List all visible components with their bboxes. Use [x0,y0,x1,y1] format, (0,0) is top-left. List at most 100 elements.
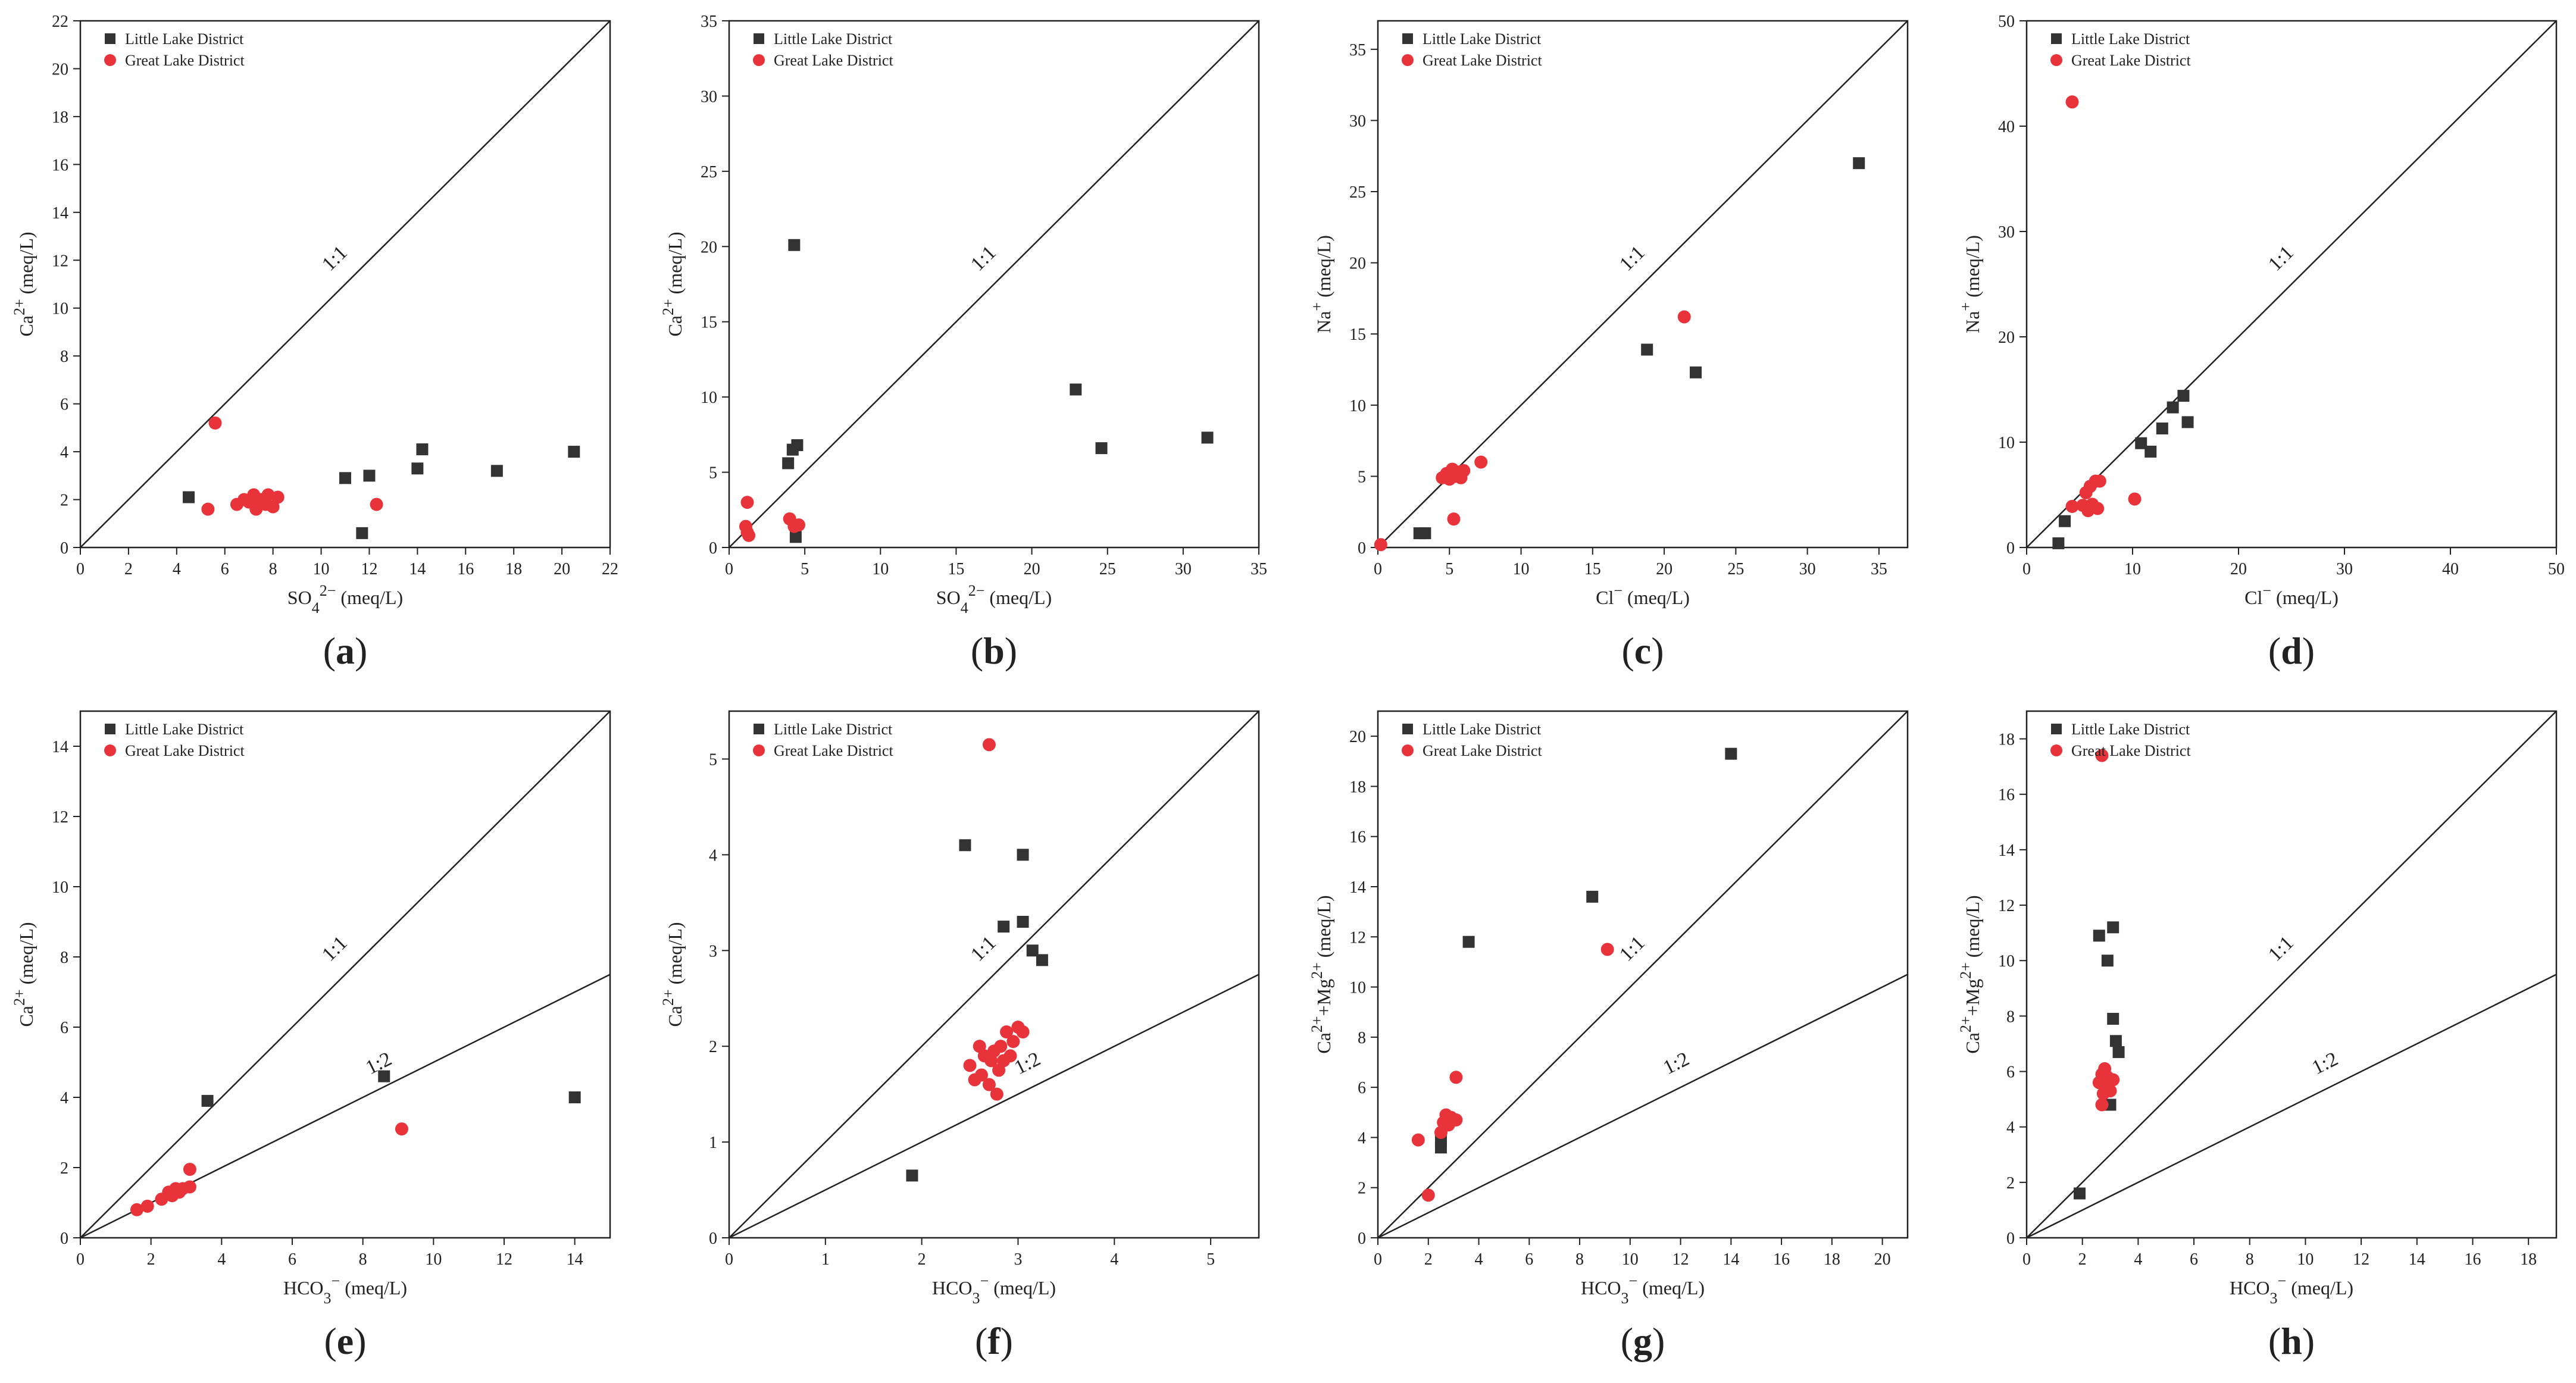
data-point-great-lake [208,416,222,430]
y-tick-label: 35 [701,12,717,31]
data-point-little-lake [782,457,795,470]
x-tick-label: 20 [1656,560,1672,578]
legend-label-great: Great Lake District [125,742,245,759]
ratio-line-1-2 [2027,974,2556,1238]
data-point-great-lake [963,1059,977,1072]
legend-label-little: Little Lake District [2071,721,2190,738]
data-point-little-lake [998,921,1010,933]
y-tick-label: 4 [60,1089,68,1107]
x-tick-label: 0 [2022,560,2031,578]
x-tick-label: 8 [269,560,277,578]
panel-label: (f) [975,1320,1013,1362]
x-tick-label: 5 [1206,1250,1215,1269]
data-point-little-lake [1462,935,1475,948]
data-point-little-lake [1690,366,1702,378]
y-tick-label: 10 [1349,397,1366,415]
data-point-little-lake [356,527,368,539]
panel-h: 0 2 4 6 8 10 12 14 16 18 0 2 4 6 8 10 12 14 16 18 HCO3− (meq… [1957,710,2558,1362]
ratio-line-1-1 [1378,21,1908,547]
data-point-little-lake [1641,343,1653,356]
data-point-little-lake [378,1070,390,1082]
plot-frame [1377,20,1909,549]
y-tick-label: 6 [60,396,68,414]
legend-marker-great [753,54,765,66]
data-point-great-lake [370,497,383,511]
data-point-great-lake [2106,1073,2120,1087]
y-tick-label: 18 [1349,778,1366,796]
data-point-great-lake [982,1078,996,1091]
y-tick-label: 10 [701,389,717,407]
legend-marker-little [105,724,115,734]
data-point-little-lake [1725,747,1737,760]
x-tick-label: 0 [725,560,733,578]
ratio-label: 1:2 [1660,1048,1693,1079]
data-point-little-lake [1201,431,1214,444]
legend-label-great: Great Lake District [2071,52,2191,69]
y-tick-label: 4 [2006,1119,2015,1137]
y-tick-label: 22 [52,12,68,31]
legend-label-little: Little Lake District [774,30,893,48]
plot-frame [2025,20,2558,549]
panel-a: 0 2 4 6 8 10 12 14 16 18 20 22 0 2 4 6 8 10 12 14 16 18 20 22 SO… [11,12,619,672]
y-tick-label: 2 [1358,1179,1366,1198]
data-point-great-lake [130,1203,143,1216]
y-tick-label: 0 [709,1229,717,1248]
y-tick-label: 40 [1998,118,2015,136]
x-tick-label: 20 [554,560,570,578]
ratio-label: 1:1 [2264,932,2298,966]
data-point-great-lake [990,1087,1003,1101]
x-tick-label: 14 [409,560,426,578]
y-tick-label: 4 [709,846,717,865]
y-tick-label: 8 [60,949,68,967]
x-tick-label: 35 [1251,560,1267,578]
y-tick-label: 3 [709,942,717,960]
y-tick-label: 18 [1998,731,2015,749]
data-point-little-lake [2109,1035,2122,1047]
legend-label-little: Little Lake District [2071,30,2190,48]
y-tick-label: 20 [52,60,68,79]
x-tick-label: 3 [1014,1250,1022,1269]
data-point-little-lake [339,472,351,484]
panel-label: (g) [1621,1320,1665,1362]
legend-marker-little [754,33,764,44]
y-tick-label: 16 [1349,828,1366,847]
panel-b: 0 5 10 15 20 25 30 35 0 5 10 15 20 25 30 35 SO42− (meq/L… [659,12,1268,672]
data-point-little-lake [2052,537,2065,549]
x-tick-label: 8 [2246,1250,2254,1269]
y-tick-label: 0 [709,539,717,558]
y-tick-label: 50 [1998,12,2015,31]
legend-marker-little [105,33,115,44]
data-point-little-lake [2074,1187,2086,1200]
y-tick-label: 6 [2006,1063,2015,1082]
data-point-great-lake [1449,1113,1463,1127]
ratio-line-1-1 [1378,711,1908,1238]
y-axis-label: Ca2++Mg2+ (meq/L) [1957,895,1984,1053]
data-point-little-lake [2177,390,2190,402]
x-axis-label: SO42− (meq/L) [287,582,403,617]
panel-label: (e) [324,1320,366,1362]
data-point-little-lake [2101,955,2114,967]
x-tick-label: 22 [602,560,618,578]
legend-marker-little [754,724,764,734]
data-point-great-lake [1374,538,1387,552]
y-tick-label: 2 [60,492,68,510]
ratio-line-1-2 [1378,974,1908,1238]
x-tick-label: 0 [725,1250,733,1269]
data-point-little-lake [1017,916,1029,928]
y-tick-label: 30 [701,87,717,106]
y-tick-label: 2 [60,1159,68,1178]
data-point-great-lake [2095,1098,2109,1112]
data-point-little-lake [416,443,429,456]
data-point-little-lake [2135,437,2147,449]
ratio-label: 1:1 [967,242,1001,276]
data-point-great-lake [183,1162,196,1176]
legend-marker-little [1402,724,1413,734]
x-tick-label: 6 [1525,1250,1533,1269]
data-point-great-lake [742,528,756,542]
x-tick-label: 5 [1445,560,1453,578]
y-tick-label: 16 [52,156,68,174]
x-tick-label: 5 [801,560,809,578]
data-point-great-lake [2103,1084,2117,1098]
y-axis-label: Ca2+ (meq/L) [659,922,686,1027]
